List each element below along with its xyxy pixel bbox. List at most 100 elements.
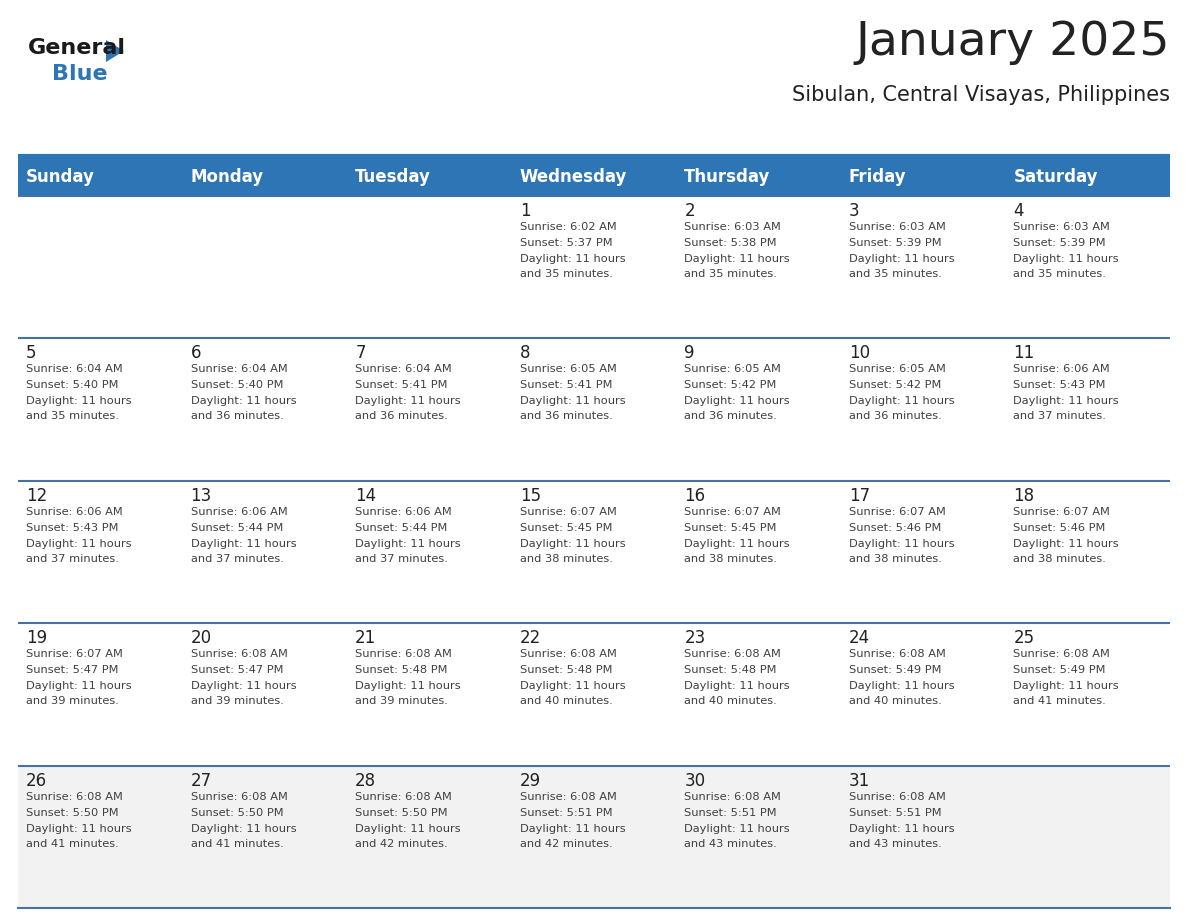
Text: Daylight: 11 hours: Daylight: 11 hours xyxy=(684,397,790,407)
Text: 27: 27 xyxy=(190,772,211,789)
Text: Sunset: 5:41 PM: Sunset: 5:41 PM xyxy=(519,380,612,390)
Text: Sunrise: 6:08 AM: Sunrise: 6:08 AM xyxy=(849,649,946,659)
Text: Sunset: 5:50 PM: Sunset: 5:50 PM xyxy=(355,808,448,818)
Text: Sunrise: 6:06 AM: Sunrise: 6:06 AM xyxy=(1013,364,1110,375)
Text: Daylight: 11 hours: Daylight: 11 hours xyxy=(1013,539,1119,549)
Text: 8: 8 xyxy=(519,344,530,363)
Text: Daylight: 11 hours: Daylight: 11 hours xyxy=(190,539,296,549)
FancyBboxPatch shape xyxy=(841,158,1005,196)
Text: and 36 minutes.: and 36 minutes. xyxy=(355,411,448,421)
Text: and 39 minutes.: and 39 minutes. xyxy=(190,696,284,706)
FancyBboxPatch shape xyxy=(18,623,1170,766)
Text: Sunset: 5:47 PM: Sunset: 5:47 PM xyxy=(26,666,119,676)
Text: and 42 minutes.: and 42 minutes. xyxy=(355,839,448,848)
Text: Sunset: 5:43 PM: Sunset: 5:43 PM xyxy=(26,522,119,532)
Text: and 37 minutes.: and 37 minutes. xyxy=(1013,411,1106,421)
Text: 30: 30 xyxy=(684,772,706,789)
Text: Daylight: 11 hours: Daylight: 11 hours xyxy=(190,823,296,834)
Text: Sunset: 5:42 PM: Sunset: 5:42 PM xyxy=(684,380,777,390)
Text: 31: 31 xyxy=(849,772,870,789)
Text: Sunrise: 6:07 AM: Sunrise: 6:07 AM xyxy=(1013,507,1111,517)
Text: 11: 11 xyxy=(1013,344,1035,363)
Text: Daylight: 11 hours: Daylight: 11 hours xyxy=(355,539,461,549)
Text: Sunrise: 6:07 AM: Sunrise: 6:07 AM xyxy=(26,649,122,659)
FancyBboxPatch shape xyxy=(18,158,183,196)
Text: Monday: Monday xyxy=(190,168,264,186)
Text: Sunrise: 6:08 AM: Sunrise: 6:08 AM xyxy=(1013,649,1111,659)
Text: 22: 22 xyxy=(519,629,541,647)
FancyBboxPatch shape xyxy=(1005,158,1170,196)
Text: Sunset: 5:51 PM: Sunset: 5:51 PM xyxy=(849,808,941,818)
Text: 24: 24 xyxy=(849,629,870,647)
Text: 14: 14 xyxy=(355,487,377,505)
Text: and 36 minutes.: and 36 minutes. xyxy=(190,411,283,421)
Text: Sunrise: 6:04 AM: Sunrise: 6:04 AM xyxy=(190,364,287,375)
Text: 1: 1 xyxy=(519,202,530,220)
Text: and 38 minutes.: and 38 minutes. xyxy=(849,554,942,564)
Text: Daylight: 11 hours: Daylight: 11 hours xyxy=(355,681,461,691)
Text: and 35 minutes.: and 35 minutes. xyxy=(1013,269,1106,279)
Text: Daylight: 11 hours: Daylight: 11 hours xyxy=(190,681,296,691)
Text: 16: 16 xyxy=(684,487,706,505)
Text: Daylight: 11 hours: Daylight: 11 hours xyxy=(849,823,954,834)
Text: Daylight: 11 hours: Daylight: 11 hours xyxy=(684,539,790,549)
Text: Daylight: 11 hours: Daylight: 11 hours xyxy=(26,823,132,834)
Text: General: General xyxy=(29,38,126,58)
Text: Daylight: 11 hours: Daylight: 11 hours xyxy=(26,397,132,407)
Text: Sunset: 5:40 PM: Sunset: 5:40 PM xyxy=(190,380,283,390)
Text: Sunset: 5:39 PM: Sunset: 5:39 PM xyxy=(1013,238,1106,248)
Text: Sunset: 5:47 PM: Sunset: 5:47 PM xyxy=(190,666,283,676)
Text: and 37 minutes.: and 37 minutes. xyxy=(355,554,448,564)
Text: Sunrise: 6:04 AM: Sunrise: 6:04 AM xyxy=(355,364,451,375)
FancyBboxPatch shape xyxy=(512,158,676,196)
Text: Daylight: 11 hours: Daylight: 11 hours xyxy=(519,397,625,407)
FancyBboxPatch shape xyxy=(676,158,841,196)
FancyBboxPatch shape xyxy=(18,196,1170,339)
Text: Sunset: 5:45 PM: Sunset: 5:45 PM xyxy=(519,522,612,532)
Polygon shape xyxy=(106,40,124,62)
Text: Daylight: 11 hours: Daylight: 11 hours xyxy=(26,539,132,549)
Text: Daylight: 11 hours: Daylight: 11 hours xyxy=(1013,397,1119,407)
Text: 10: 10 xyxy=(849,344,870,363)
Text: Sunset: 5:50 PM: Sunset: 5:50 PM xyxy=(190,808,283,818)
Text: Sunrise: 6:02 AM: Sunrise: 6:02 AM xyxy=(519,222,617,232)
Text: Sunrise: 6:07 AM: Sunrise: 6:07 AM xyxy=(684,507,782,517)
Text: and 43 minutes.: and 43 minutes. xyxy=(684,839,777,848)
Text: Sunrise: 6:06 AM: Sunrise: 6:06 AM xyxy=(355,507,451,517)
Text: 7: 7 xyxy=(355,344,366,363)
Text: and 36 minutes.: and 36 minutes. xyxy=(849,411,942,421)
Text: Sunrise: 6:03 AM: Sunrise: 6:03 AM xyxy=(1013,222,1111,232)
Text: Sunrise: 6:03 AM: Sunrise: 6:03 AM xyxy=(849,222,946,232)
Text: Sunset: 5:43 PM: Sunset: 5:43 PM xyxy=(1013,380,1106,390)
Text: and 40 minutes.: and 40 minutes. xyxy=(519,696,613,706)
Text: Daylight: 11 hours: Daylight: 11 hours xyxy=(684,823,790,834)
Text: 4: 4 xyxy=(1013,202,1024,220)
Text: Sunrise: 6:08 AM: Sunrise: 6:08 AM xyxy=(190,649,287,659)
Text: Sunrise: 6:05 AM: Sunrise: 6:05 AM xyxy=(684,364,782,375)
Text: Sunrise: 6:08 AM: Sunrise: 6:08 AM xyxy=(26,791,122,801)
Text: and 38 minutes.: and 38 minutes. xyxy=(519,554,613,564)
Text: Sunset: 5:44 PM: Sunset: 5:44 PM xyxy=(190,522,283,532)
FancyBboxPatch shape xyxy=(18,766,1170,908)
Text: Sunrise: 6:08 AM: Sunrise: 6:08 AM xyxy=(684,791,782,801)
Text: 6: 6 xyxy=(190,344,201,363)
Text: Sunrise: 6:08 AM: Sunrise: 6:08 AM xyxy=(519,649,617,659)
Text: Sunset: 5:49 PM: Sunset: 5:49 PM xyxy=(849,666,941,676)
Text: Daylight: 11 hours: Daylight: 11 hours xyxy=(1013,681,1119,691)
Text: Daylight: 11 hours: Daylight: 11 hours xyxy=(519,681,625,691)
Text: Sunday: Sunday xyxy=(26,168,95,186)
FancyBboxPatch shape xyxy=(18,481,1170,623)
Text: 23: 23 xyxy=(684,629,706,647)
Text: Sunset: 5:45 PM: Sunset: 5:45 PM xyxy=(684,522,777,532)
Text: Sunset: 5:51 PM: Sunset: 5:51 PM xyxy=(684,808,777,818)
Text: 26: 26 xyxy=(26,772,48,789)
Text: 21: 21 xyxy=(355,629,377,647)
Text: Sunrise: 6:08 AM: Sunrise: 6:08 AM xyxy=(849,791,946,801)
Text: Daylight: 11 hours: Daylight: 11 hours xyxy=(849,681,954,691)
Text: Sunset: 5:41 PM: Sunset: 5:41 PM xyxy=(355,380,448,390)
Text: Sunset: 5:46 PM: Sunset: 5:46 PM xyxy=(1013,522,1106,532)
Text: 5: 5 xyxy=(26,344,37,363)
Text: Daylight: 11 hours: Daylight: 11 hours xyxy=(849,254,954,264)
Text: Sunset: 5:44 PM: Sunset: 5:44 PM xyxy=(355,522,448,532)
Text: January 2025: January 2025 xyxy=(855,20,1170,65)
